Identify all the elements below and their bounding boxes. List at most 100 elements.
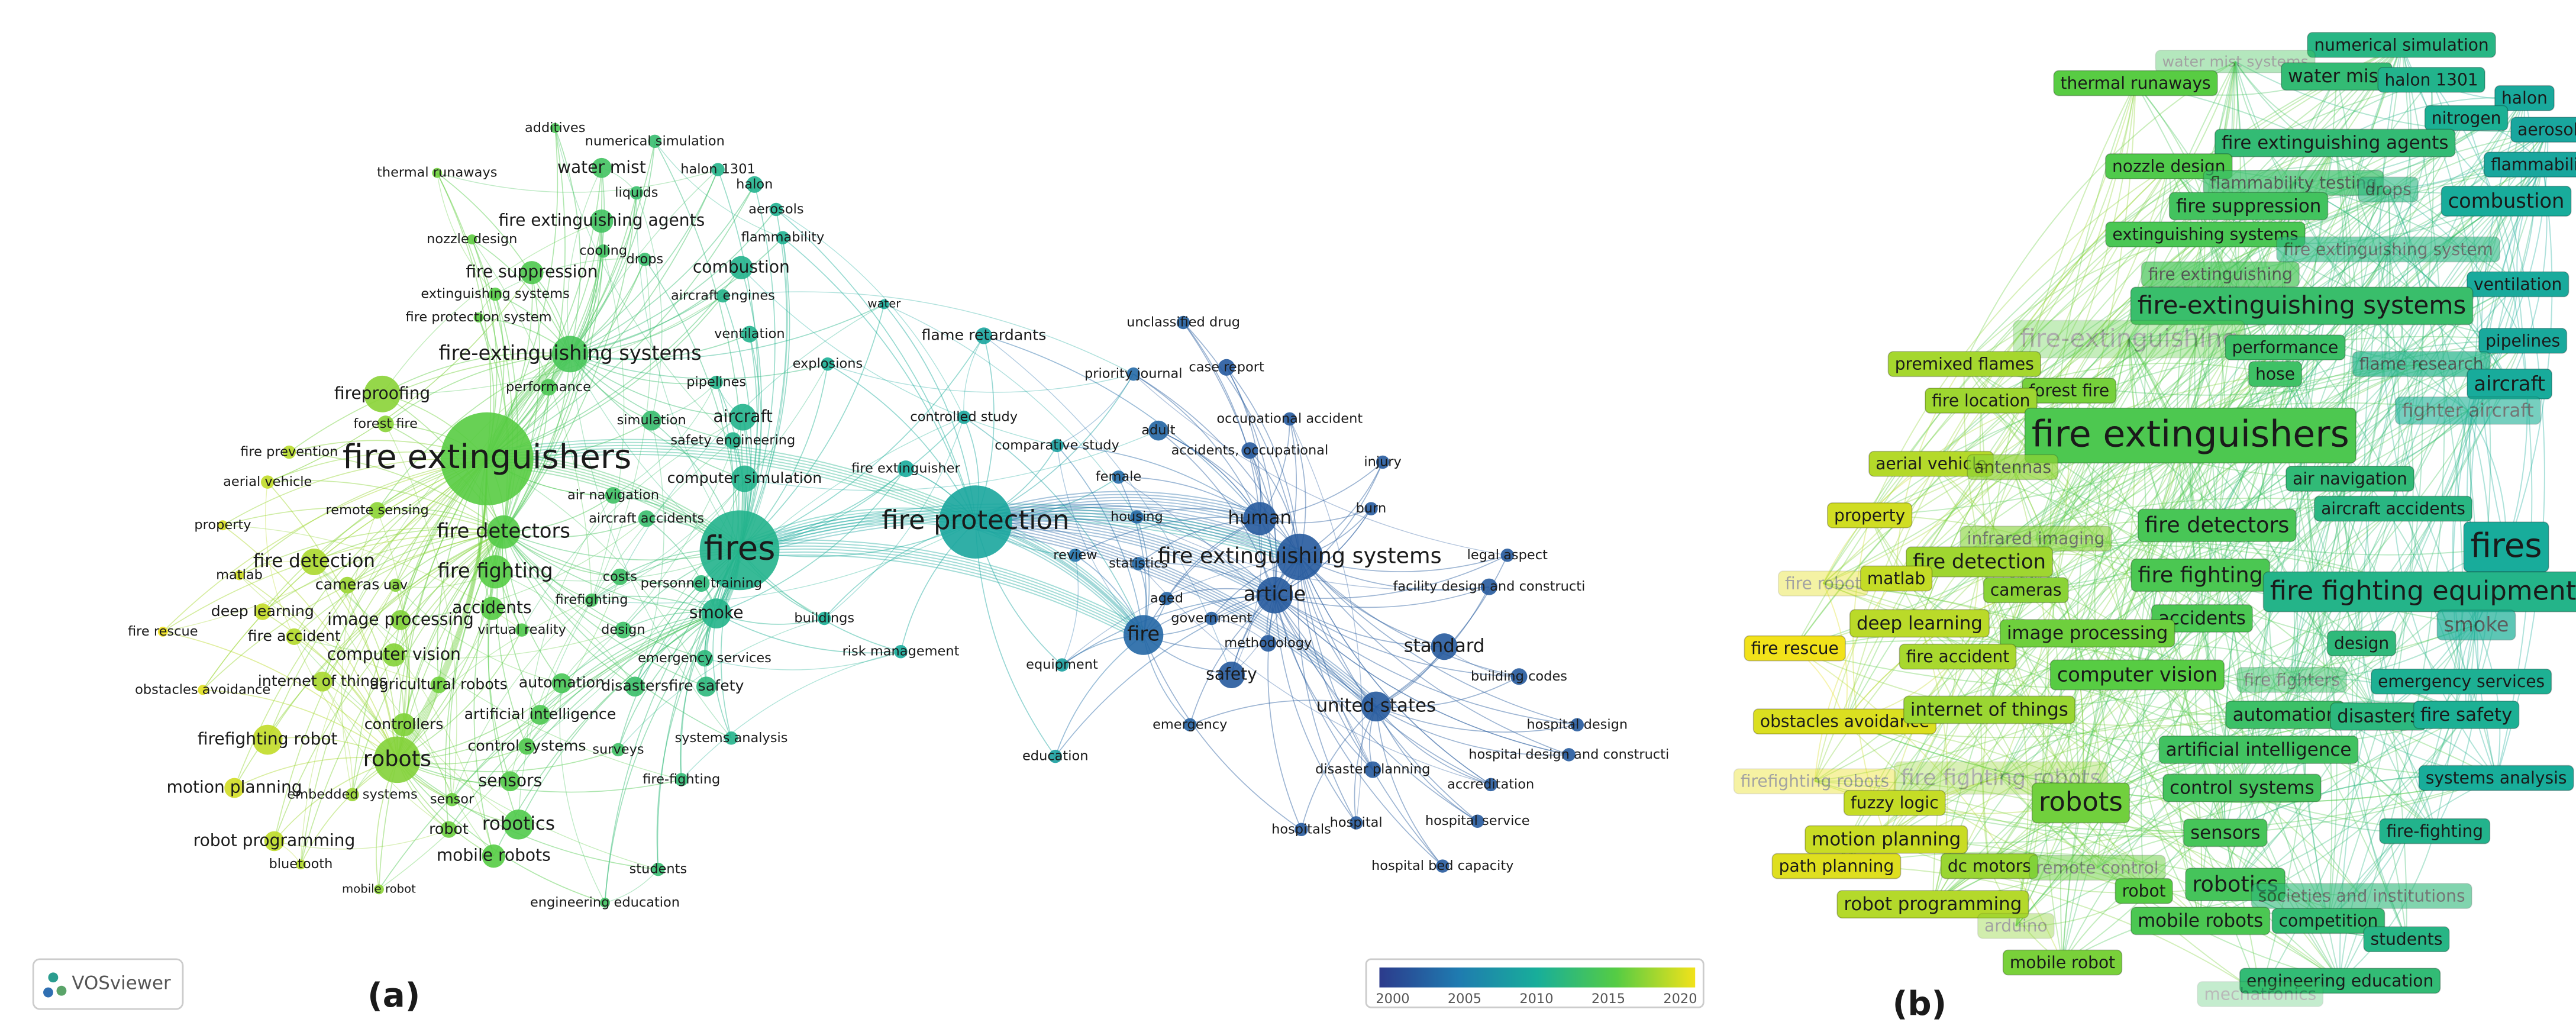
edge [267, 531, 504, 740]
node-label: drops [627, 252, 664, 267]
node [585, 593, 599, 607]
label: fire detectors [2145, 512, 2289, 538]
label-background [2236, 667, 2348, 693]
edge [351, 531, 504, 795]
edge [1376, 706, 1491, 785]
node [1055, 658, 1069, 672]
label: automation [2233, 704, 2338, 726]
label-background [2394, 396, 2541, 425]
label-box: image processing [1999, 619, 2175, 648]
edge [265, 482, 295, 637]
label-background [2002, 949, 2123, 976]
edge [561, 417, 744, 684]
label-box: pipelines [2478, 327, 2568, 354]
label-box: flammability testing [2203, 170, 2384, 196]
edge [262, 531, 504, 612]
edge [2235, 714, 2467, 885]
node [709, 375, 723, 389]
label-box: fuzzy logic [1843, 789, 1946, 816]
node [1112, 470, 1125, 484]
label: fire extinguishing agents [2222, 133, 2448, 154]
colorbar-tick-label: 2015 [1592, 991, 1625, 1007]
label: premixed flames [1895, 354, 2034, 374]
label: fire fighters [2243, 670, 2340, 689]
edge [1226, 367, 1261, 519]
node-label: fire prevention [240, 444, 338, 460]
edge [267, 272, 532, 483]
colorbar-tick-label: 2000 [1376, 991, 1409, 1007]
edge [1299, 554, 1508, 572]
edge [1260, 462, 1383, 520]
edge [704, 651, 901, 670]
node [1436, 859, 1450, 873]
label-background [2162, 773, 2322, 802]
node-label: aerosols [748, 201, 804, 217]
edge [2025, 189, 2389, 591]
edge [1869, 338, 2130, 516]
node [374, 736, 421, 783]
node-label: performance [506, 379, 591, 395]
edge [222, 525, 398, 760]
logo-dot [56, 985, 67, 996]
edge [2475, 624, 2501, 778]
node-label: personnel training [641, 576, 763, 591]
node-label: fire detection [253, 550, 375, 572]
edge [636, 192, 663, 421]
node [1484, 778, 1497, 792]
label: infrared imaging [1967, 529, 2105, 549]
node [769, 202, 783, 217]
edge [679, 613, 717, 780]
edge [975, 528, 1276, 604]
edge [267, 482, 398, 760]
node-label: accidents, occupational [1171, 443, 1329, 458]
node [939, 485, 1012, 559]
node-label: disasters [601, 677, 669, 694]
edge [827, 363, 1134, 393]
label-box: fire extinguishers [2024, 407, 2357, 464]
edge [238, 575, 439, 686]
node-label: sensor [430, 792, 474, 807]
label: mobile robots [2138, 910, 2263, 931]
node-label: aircraft engines [671, 288, 775, 304]
node [641, 410, 661, 431]
edge [341, 510, 378, 795]
node-label: students [630, 862, 687, 877]
edge [2223, 189, 2389, 833]
node [1431, 633, 1458, 660]
node [217, 520, 228, 531]
edge [1299, 556, 1490, 591]
edge [503, 531, 624, 631]
edge [162, 458, 488, 633]
label-background [1826, 502, 1913, 528]
node [611, 743, 625, 757]
node [369, 502, 386, 519]
edge [722, 291, 1134, 375]
caption-a: (a) [367, 976, 420, 1015]
label-box: fire robot [1777, 570, 1869, 597]
node-label: forest fire [353, 416, 418, 431]
edge [486, 450, 976, 527]
edge [540, 440, 734, 715]
edge [540, 612, 716, 715]
node [818, 611, 831, 625]
edge [503, 531, 705, 659]
node-label: embedded systems [287, 786, 418, 802]
edge [739, 515, 1300, 562]
label-background [2151, 604, 2253, 633]
label-box: infrared imaging [1960, 525, 2112, 552]
label-box: automation [2225, 700, 2345, 729]
node [479, 555, 512, 589]
edge [570, 169, 719, 355]
edge [657, 550, 740, 870]
edge [1894, 562, 1980, 804]
label: systems analysis [2426, 768, 2567, 788]
edge [570, 267, 742, 355]
edge [396, 608, 493, 760]
label-box: aircraft accidents [2313, 495, 2473, 522]
edge [396, 630, 522, 760]
label-background [2183, 818, 2268, 847]
edge [163, 458, 488, 633]
logo-dot [43, 987, 53, 998]
edge [1932, 591, 2423, 905]
node [821, 357, 835, 371]
